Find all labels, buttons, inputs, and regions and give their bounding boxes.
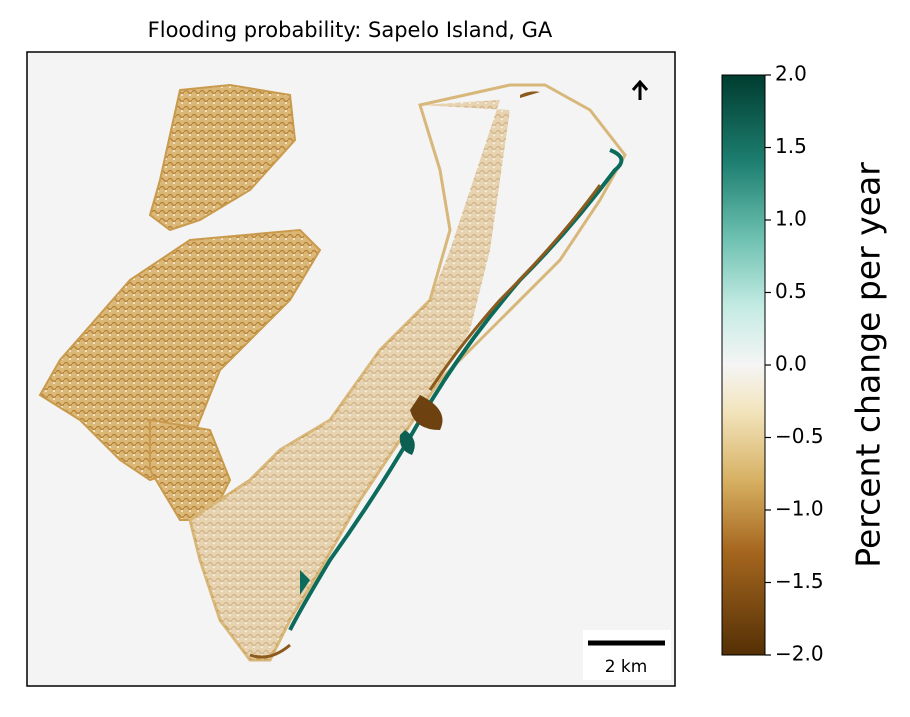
scale-bar-box xyxy=(583,630,671,680)
colorbar-tick-label: 2.0 xyxy=(775,62,807,86)
colorbar-label: Percent change per year xyxy=(849,162,888,568)
scale-bar-label: 2 km xyxy=(605,657,648,677)
colorbar xyxy=(721,74,766,656)
map-area xyxy=(38,79,649,662)
map-title: Flooding probability: Sapelo Island, GA xyxy=(148,18,553,42)
north-arrow xyxy=(631,79,649,100)
colorbar-tick-label: −2.0 xyxy=(775,642,824,666)
colorbar-tick-label: −1.0 xyxy=(775,497,824,521)
colorbar-tick-label: −1.5 xyxy=(775,569,824,593)
colorbar-tick-label: 0.0 xyxy=(775,352,807,376)
colorbar-tick-label: 1.5 xyxy=(775,134,807,158)
colorbar-tick-label: 0.5 xyxy=(775,279,807,303)
colorbar-tick-label: 1.0 xyxy=(775,207,807,231)
colorbar-tick-label: −0.5 xyxy=(775,424,824,448)
